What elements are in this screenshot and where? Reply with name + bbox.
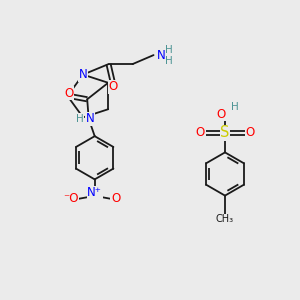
Text: S: S <box>220 125 230 140</box>
Text: ⁻O: ⁻O <box>63 192 79 206</box>
Text: N: N <box>157 49 165 62</box>
Text: O: O <box>217 107 226 121</box>
Text: O: O <box>245 126 254 140</box>
Text: N⁺: N⁺ <box>87 186 102 200</box>
Text: H: H <box>165 45 173 55</box>
Text: N: N <box>79 68 87 81</box>
Text: H: H <box>231 102 239 112</box>
Text: N: N <box>86 112 94 125</box>
Text: O: O <box>196 126 205 140</box>
Text: O: O <box>64 87 74 100</box>
Text: CH₃: CH₃ <box>216 214 234 224</box>
Text: O: O <box>108 80 118 93</box>
Text: H: H <box>165 56 173 65</box>
Text: O: O <box>111 192 120 206</box>
Text: H: H <box>76 114 84 124</box>
